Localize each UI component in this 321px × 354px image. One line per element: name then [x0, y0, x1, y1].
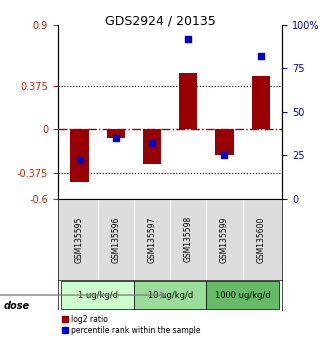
Text: dose: dose	[3, 301, 29, 311]
Point	[186, 36, 191, 41]
Text: GSM135595: GSM135595	[75, 216, 84, 263]
Text: GSM135599: GSM135599	[220, 216, 229, 263]
Bar	[107, 129, 125, 138]
FancyBboxPatch shape	[61, 281, 134, 309]
Bar	[143, 129, 161, 164]
Text: 10 ug/kg/d: 10 ug/kg/d	[148, 291, 193, 299]
Bar	[215, 129, 234, 155]
Bar	[252, 76, 270, 129]
Text: GSM135598: GSM135598	[184, 216, 193, 262]
Text: GSM135600: GSM135600	[256, 216, 265, 263]
Text: GSM135597: GSM135597	[148, 216, 157, 263]
Bar	[179, 73, 197, 129]
Point	[113, 135, 118, 141]
Point	[222, 152, 227, 158]
FancyBboxPatch shape	[134, 281, 206, 309]
Text: GDS2924 / 20135: GDS2924 / 20135	[105, 14, 216, 27]
Legend: log2 ratio, percentile rank within the sample: log2 ratio, percentile rank within the s…	[62, 315, 200, 335]
Bar	[71, 129, 89, 182]
Point	[258, 53, 263, 59]
Point	[77, 158, 82, 163]
Text: 1 ug/kg/d: 1 ug/kg/d	[78, 291, 117, 299]
FancyBboxPatch shape	[206, 281, 279, 309]
Text: 1000 ug/kg/d: 1000 ug/kg/d	[215, 291, 271, 299]
Point	[150, 140, 155, 146]
Text: GSM135596: GSM135596	[111, 216, 120, 263]
